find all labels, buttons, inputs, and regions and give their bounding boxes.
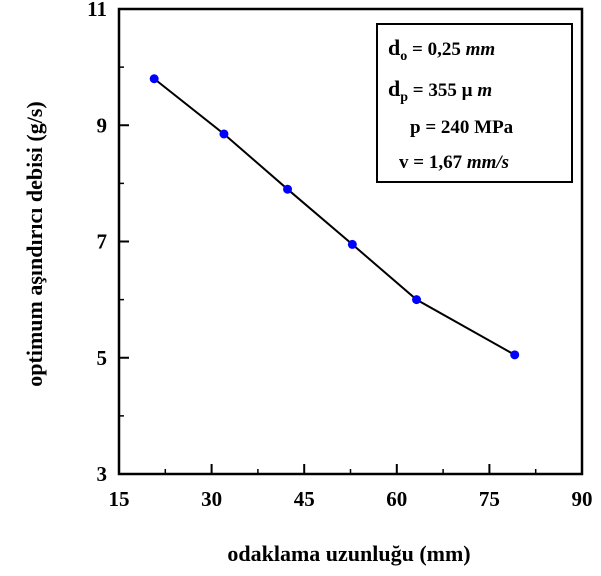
y-tick-label-0: 3 [97, 462, 108, 486]
x-tick-label-3: 60 [386, 487, 407, 511]
annotation-frame [376, 23, 573, 183]
annotation-line-0: do = 0,25 mm [388, 35, 495, 64]
annotation-lines: do = 0,25 mm dp = 355 µ m p = 240 MPa v = 1… [388, 35, 514, 173]
data-point-5 [510, 350, 520, 360]
tick-labels: 15 30 45 60 75 90 3 5 7 9 11 [87, 0, 592, 511]
x-tick-label-1: 30 [201, 487, 222, 511]
y-tick-label-3: 9 [97, 113, 108, 137]
y-tick-label-2: 7 [97, 230, 108, 254]
x-tick-label-0: 15 [109, 487, 130, 511]
x-axis-label: odaklama uzunluğu (mm) [227, 541, 470, 566]
annotation-line-3: v = 1,67 mm/s [399, 152, 509, 173]
annotation-line-2: p = 240 MPa [410, 117, 514, 138]
data-point-0 [149, 74, 159, 84]
y-tick-label-4: 11 [87, 0, 107, 21]
data-point-4 [412, 295, 422, 305]
series-line-0 [153, 77, 516, 356]
ticks [118, 8, 583, 475]
annotation-box: do = 0,25 mm dp = 355 µ m p = 240 MPa v = 1… [376, 23, 573, 183]
series-layer [149, 74, 520, 360]
annotation-line-1: dp = 355 µ m [388, 76, 492, 105]
data-point-1 [219, 129, 229, 139]
data-point-2 [283, 184, 293, 194]
y-axis-label: optimum aşındırıcı debisi (g/s) [22, 101, 47, 386]
x-tick-label-2: 45 [294, 487, 315, 511]
x-tick-label-5: 90 [572, 487, 593, 511]
data-point-3 [347, 239, 357, 249]
x-tick-label-4: 75 [479, 487, 500, 511]
y-tick-label-1: 5 [97, 346, 108, 370]
